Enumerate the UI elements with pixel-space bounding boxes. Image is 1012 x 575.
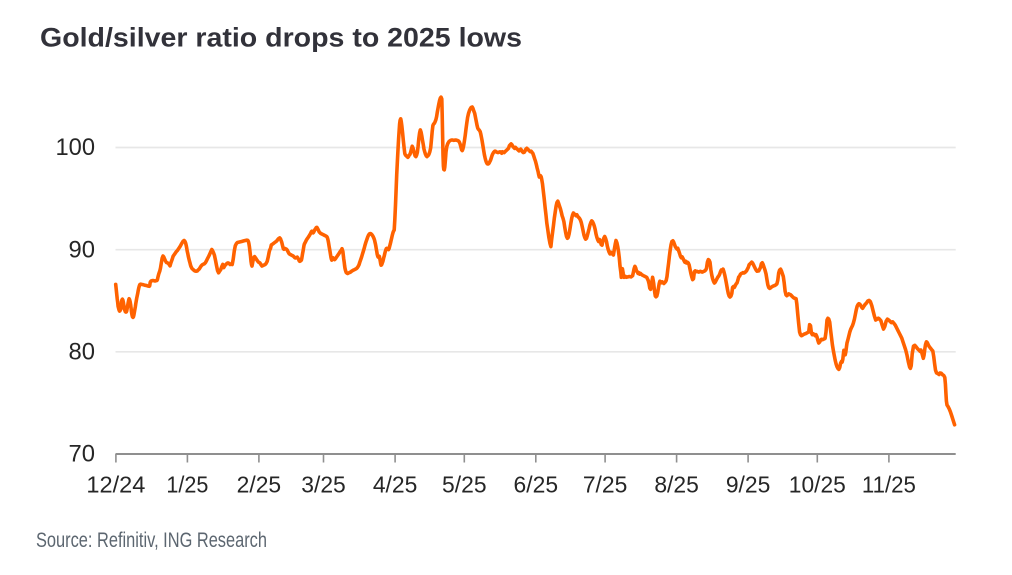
svg-text:5/25: 5/25 (442, 472, 487, 498)
svg-text:Gold/silver ratio drops to 202: Gold/silver ratio drops to 2025 lows (40, 23, 522, 53)
svg-text:10/25: 10/25 (789, 472, 846, 498)
svg-text:12/24: 12/24 (86, 472, 145, 498)
svg-text:7/25: 7/25 (583, 472, 628, 498)
svg-text:4/25: 4/25 (373, 472, 418, 498)
svg-text:1/25: 1/25 (166, 472, 208, 498)
svg-text:6/25: 6/25 (514, 472, 559, 498)
svg-text:80: 80 (69, 339, 96, 366)
svg-text:90: 90 (69, 236, 96, 263)
svg-text:9/25: 9/25 (726, 472, 771, 498)
svg-text:100: 100 (56, 134, 96, 161)
svg-text:3/25: 3/25 (301, 472, 346, 498)
svg-text:70: 70 (69, 441, 96, 468)
svg-text:Source: Refinitiv, ING Researc: Source: Refinitiv, ING Research (36, 529, 267, 552)
svg-text:11/25: 11/25 (862, 472, 916, 498)
svg-text:8/25: 8/25 (654, 472, 699, 498)
svg-text:2/25: 2/25 (237, 472, 282, 498)
